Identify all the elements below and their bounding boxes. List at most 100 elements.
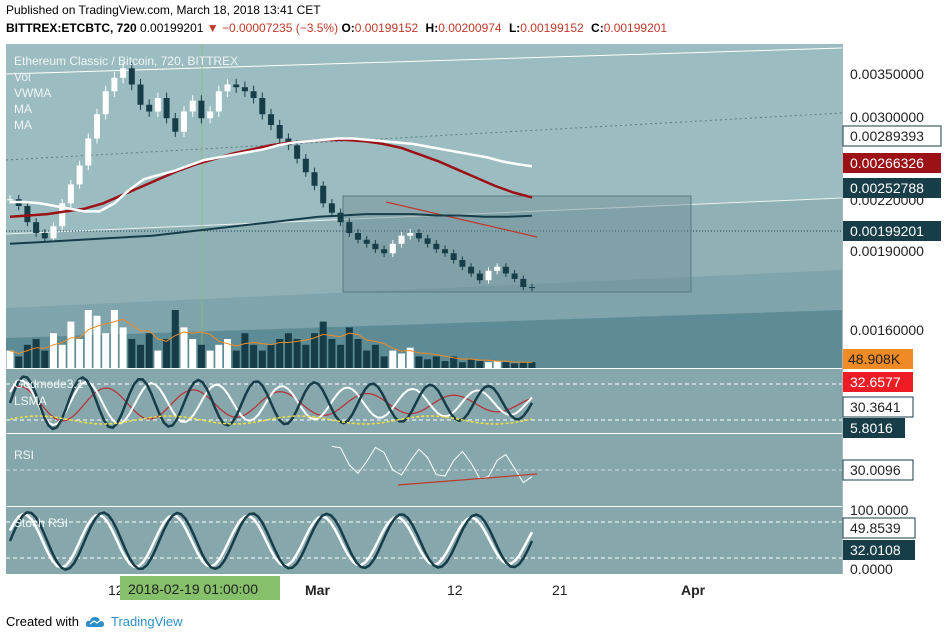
tag-last-price-label: 0.00199201 <box>850 223 924 239</box>
godmode-dark-line <box>8 375 534 431</box>
candle-body <box>476 273 483 281</box>
volume-bar <box>363 350 371 368</box>
y-tick-4: 0.00190000 <box>850 243 924 259</box>
volume-bar <box>389 350 397 368</box>
godmode-yellow-line <box>9 415 533 425</box>
last-price: 0.00199201 <box>140 21 204 35</box>
volume-bar <box>206 350 214 368</box>
candle-body <box>389 243 396 254</box>
stoch-pane[interactable] <box>6 507 842 574</box>
candle-body <box>215 91 222 112</box>
channel-line-top <box>5 47 843 75</box>
candle-body <box>102 91 109 115</box>
volume-bar <box>371 344 379 368</box>
candle-body <box>181 111 187 132</box>
volume-bar <box>154 350 162 368</box>
symbol-line: BITTREX:ETCBTC, 720 0.00199201 ▼ −0.0000… <box>6 21 671 35</box>
ma-red-line <box>9 138 533 219</box>
stoch-title: Stoch RSI <box>14 516 68 530</box>
candle-body <box>442 249 448 254</box>
price-change: ▼ −0.00007235 (−3.5%) <box>206 21 339 35</box>
candle-body <box>76 165 83 185</box>
legend-vwma: VWMA <box>14 86 51 100</box>
volume-bar <box>15 356 23 368</box>
x-tick-21: 21 <box>552 582 568 598</box>
volume-bar <box>32 339 40 368</box>
tag-volume <box>843 349 913 369</box>
candle-body <box>94 114 100 139</box>
volume-bar <box>319 321 327 368</box>
volume-bar <box>441 361 449 368</box>
volume-bar <box>267 344 275 368</box>
candle-body <box>433 243 440 250</box>
tag-red-ma-label: 0.00266326 <box>850 155 924 171</box>
volume-bar <box>93 315 101 368</box>
tag-rsi <box>842 459 914 481</box>
candle-body <box>355 233 361 240</box>
volume-bar <box>380 356 388 368</box>
volume-bar <box>485 362 492 368</box>
candle-body <box>502 266 509 274</box>
candle-body <box>372 243 379 250</box>
tag-white-ma-label: 0.00289393 <box>850 128 924 144</box>
chart-canvas[interactable]: Ethereum Classic / Bitcoin, 720, BITTREX… <box>0 38 949 608</box>
volume-bar <box>215 344 223 368</box>
volume-bar <box>6 350 14 368</box>
volume-bar <box>232 350 240 368</box>
volume-bar <box>189 339 197 368</box>
created-with-label: Created with <box>6 614 79 629</box>
volume-bar <box>145 333 153 368</box>
volume-bar <box>50 333 57 368</box>
candle-body <box>207 111 214 119</box>
candle-body <box>128 68 135 85</box>
volume-bar <box>424 359 432 368</box>
tag-last-price <box>843 221 941 241</box>
volume-bar <box>41 350 49 368</box>
rsi-title: RSI <box>14 448 34 462</box>
volume-bar <box>528 362 536 368</box>
volume-bar <box>458 362 466 368</box>
candle-body <box>50 226 57 239</box>
candle-body <box>67 184 74 204</box>
volume-bar <box>398 353 405 368</box>
volume-bar <box>241 333 249 368</box>
footer: Created with TradingView <box>6 614 183 629</box>
tradingview-link[interactable]: TradingView <box>110 614 183 629</box>
x-tick-12-mar: 12 <box>447 582 463 598</box>
candle-body <box>450 253 457 260</box>
rsi-line <box>331 445 533 484</box>
candle-body <box>459 260 466 267</box>
candle-body <box>415 233 422 239</box>
candle-body <box>407 233 414 236</box>
candle-body <box>363 239 370 244</box>
volume-bar <box>293 339 301 368</box>
volume-bar <box>345 327 353 368</box>
vwma-white-line <box>10 137 533 213</box>
candle-body <box>224 84 231 92</box>
volume-bar <box>476 361 484 368</box>
candle-body <box>111 77 118 92</box>
candle-body <box>154 98 161 112</box>
candle-body <box>198 100 205 119</box>
tag-godmode-dark-label: 5.8016 <box>850 420 893 436</box>
candle-body <box>485 270 492 281</box>
candle-body <box>381 249 388 254</box>
candle-body <box>328 203 335 213</box>
candle-body <box>294 145 301 159</box>
godmode-pane[interactable] <box>6 369 842 433</box>
main-title: Ethereum Classic / Bitcoin, 720, BITTREX <box>14 54 238 68</box>
candle-body <box>250 91 257 98</box>
volume-bar <box>519 362 527 368</box>
low-key: L: <box>508 21 521 35</box>
stoch-d-line <box>8 510 534 572</box>
tag-volume-label: 48.908K <box>848 351 901 367</box>
candle-body <box>24 206 31 223</box>
y-tick-2: 0.00300000 <box>850 109 924 125</box>
y-tick-1: 0.00350000 <box>850 66 924 82</box>
candle-body <box>137 84 144 105</box>
godmode-white-line <box>9 379 533 427</box>
legend-lsma: LSMA <box>14 394 47 408</box>
candle-body <box>7 199 13 201</box>
low-value: 0.00199152 <box>520 21 584 35</box>
volume-bar <box>180 327 188 368</box>
